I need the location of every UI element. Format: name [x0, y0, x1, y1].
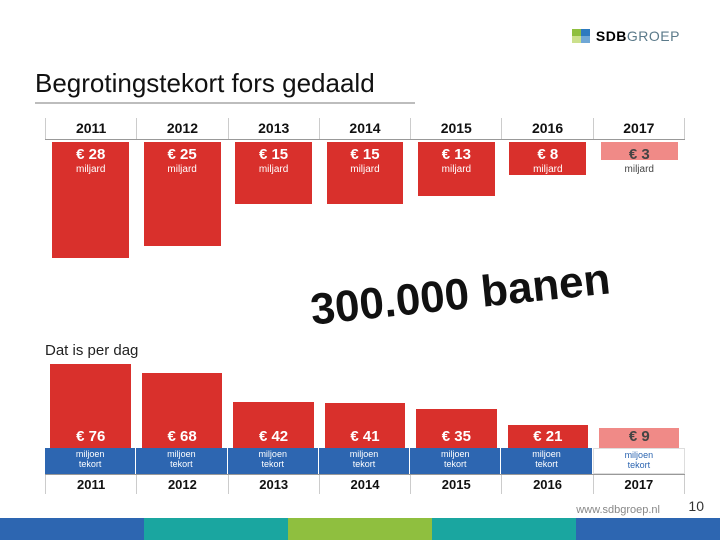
logo-q1: [572, 29, 581, 36]
chart1-bar-value: € 25: [168, 146, 197, 163]
chart2-bar: € 41: [325, 403, 405, 448]
chart1-bar-value: € 13: [442, 146, 471, 163]
chart2-year-label: 2012: [137, 475, 228, 494]
chart2-bar-col: € 9: [594, 362, 685, 448]
chart1-bars: € 28miljard€ 25miljard€ 15miljard€ 15mil…: [45, 140, 685, 260]
footer-stripe: [288, 518, 432, 540]
logo-suffix: GROEP: [627, 28, 680, 44]
chart1-bar-unit: miljard: [259, 164, 288, 175]
chart1-bar: € 28miljard: [52, 142, 129, 258]
footer-url: www.sdbgroep.nl: [576, 504, 660, 516]
chart2-caption: miljoentekort: [136, 448, 227, 474]
overlay-jobs-text: 300.000 banen: [308, 254, 612, 335]
chart1-bar-value: € 3: [629, 146, 650, 163]
page-title: Begrotingstekort fors gedaald: [35, 68, 375, 99]
chart1-year-label: 2016: [502, 118, 593, 139]
chart2-bars: € 76 € 68 € 42 € 41 € 35 € 21 € 9: [45, 362, 685, 448]
chart1-bar-value: € 15: [350, 146, 379, 163]
chart1-year-label: 2012: [137, 118, 228, 139]
chart2-year-label: 2016: [502, 475, 593, 494]
logo-q3: [572, 36, 581, 43]
chart-deficit-yearly: 2011201220132014201520162017 € 28miljard…: [45, 118, 685, 263]
chart1-bar-unit: miljard: [350, 164, 379, 175]
chart2-captions: miljoentekortmiljoentekortmiljoentekortm…: [45, 448, 685, 474]
chart1-bar-col: € 28miljard: [45, 140, 136, 260]
chart2-bar-col: € 35: [411, 362, 502, 448]
footer-stripe: [144, 518, 288, 540]
chart1-bar-unit: miljard: [625, 164, 654, 175]
chart1-year-label: 2011: [45, 118, 137, 139]
chart1-bar-unit: miljard: [167, 164, 196, 175]
footer-stripe: [0, 518, 144, 540]
chart2-caption: miljoentekort: [410, 448, 501, 474]
chart1-bar-unit: miljard: [76, 164, 105, 175]
chart2-bar-value: € 9: [629, 428, 650, 448]
logo-text: SDBGROEP: [596, 28, 680, 44]
chart2-bar: € 76: [50, 364, 130, 448]
chart2-bar: € 21: [508, 425, 588, 448]
subheading-per-day: Dat is per dag: [45, 342, 138, 359]
chart2-year-label: 2014: [320, 475, 411, 494]
chart2-year-label: 2013: [229, 475, 320, 494]
brand-logo: SDBGROEP: [572, 28, 680, 44]
chart1-year-label: 2013: [229, 118, 320, 139]
chart1-year-label: 2017: [594, 118, 685, 139]
logo-name: SDB: [596, 28, 627, 44]
chart2-bar-col: € 68: [136, 362, 227, 448]
chart1-bar-col: € 25miljard: [136, 140, 227, 260]
chart2-bar-value: € 42: [259, 428, 288, 448]
chart1-bar-value: € 28: [76, 146, 105, 163]
chart2-bar-value: € 41: [350, 428, 379, 448]
chart2-bar: € 35: [416, 409, 496, 448]
page-number: 10: [688, 498, 704, 514]
chart1-bar: € 13miljard: [418, 142, 495, 196]
chart2-bar-col: € 76: [45, 362, 136, 448]
chart1-bar-col: € 15miljard: [228, 140, 319, 260]
logo-mark: [572, 29, 590, 43]
chart1-bar: € 8miljard: [509, 142, 586, 175]
chart-deficit-daily: € 76 € 68 € 42 € 41 € 35 € 21 € 9 miljoentekor…: [45, 362, 685, 492]
chart1-year-label: 2014: [320, 118, 411, 139]
chart1-bar: € 3miljard: [601, 142, 678, 160]
chart2-bar-col: € 21: [502, 362, 593, 448]
chart2-bar: € 68: [142, 373, 222, 448]
footer-bar: [0, 518, 720, 540]
chart2-bar-value: € 35: [442, 428, 471, 448]
chart1-bar-col: € 13miljard: [411, 140, 502, 260]
chart2-bar-value: € 68: [168, 428, 197, 448]
chart1-bar: € 25miljard: [144, 142, 221, 246]
chart2-year-label: 2015: [411, 475, 502, 494]
chart1-year-label: 2015: [411, 118, 502, 139]
chart2-caption: miljoentekort: [501, 448, 592, 474]
chart2-year-label: 2017: [594, 475, 685, 494]
chart2-caption: miljoentekort: [319, 448, 410, 474]
chart1-bar-value: € 15: [259, 146, 288, 163]
chart1-bar-unit: miljard: [442, 164, 471, 175]
title-underline: [35, 102, 415, 104]
chart2-bar-col: € 41: [319, 362, 410, 448]
chart2-bar: € 42: [233, 402, 313, 448]
chart1-bar-col: € 8miljard: [502, 140, 593, 260]
chart2-bar: € 9: [599, 428, 679, 448]
logo-q2: [581, 29, 590, 36]
chart1-xaxis: 2011201220132014201520162017: [45, 118, 685, 140]
footer-stripe: [432, 518, 576, 540]
chart1-bar: € 15miljard: [235, 142, 312, 204]
chart2-xaxis: 2011201220132014201520162017: [45, 474, 685, 494]
chart2-caption: miljoentekort: [45, 448, 136, 474]
footer-stripe: [576, 518, 720, 540]
chart1-bar-col: € 3miljard: [594, 140, 685, 260]
chart2-caption: miljoentekort: [228, 448, 319, 474]
chart2-bar-value: € 76: [76, 428, 105, 448]
chart2-year-label: 2011: [45, 475, 137, 494]
chart2-bar-col: € 42: [228, 362, 319, 448]
chart1-bar-unit: miljard: [533, 164, 562, 175]
logo-q4: [581, 36, 590, 43]
chart1-bar-value: € 8: [537, 146, 558, 163]
chart2-bar-value: € 21: [533, 428, 562, 448]
chart1-bar-col: € 15miljard: [319, 140, 410, 260]
chart1-bar: € 15miljard: [327, 142, 404, 204]
chart2-caption: miljoentekort: [593, 448, 685, 474]
